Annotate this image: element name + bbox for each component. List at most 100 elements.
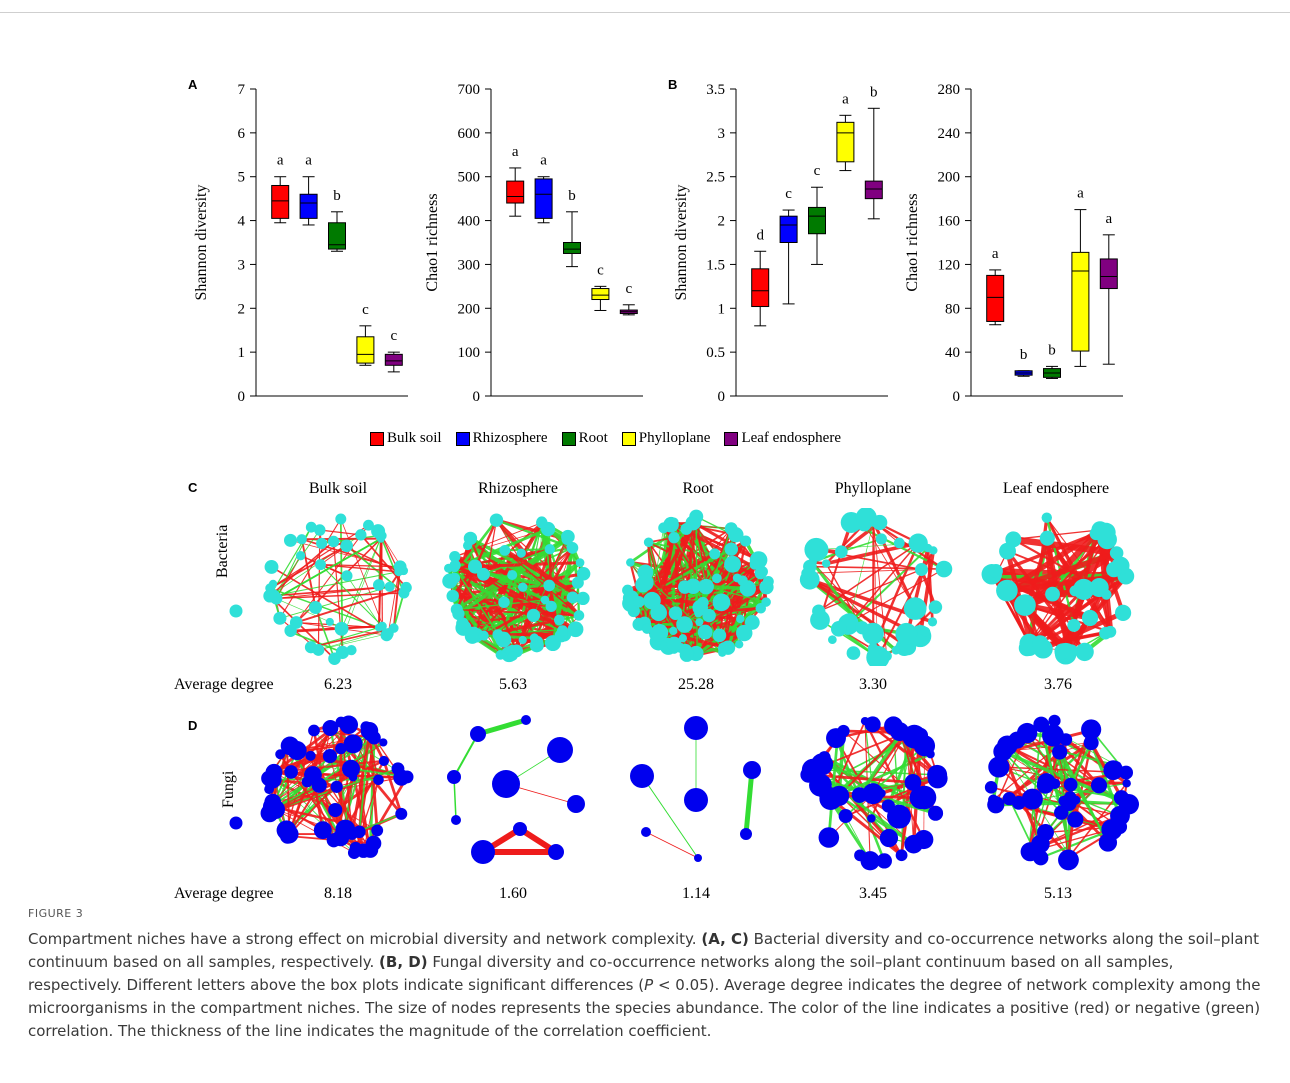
y-tick-label: 0	[473, 389, 481, 405]
node	[1021, 788, 1043, 810]
panel-letter: A	[188, 77, 198, 92]
node	[341, 570, 353, 582]
node	[335, 742, 347, 755]
negative-edge	[504, 548, 550, 552]
panel-letter-c: C	[188, 480, 198, 495]
y-tick-label: 200	[458, 301, 481, 317]
positive-edge	[483, 573, 560, 621]
positive-edge	[1024, 602, 1091, 621]
node	[489, 513, 504, 527]
node	[521, 715, 531, 725]
node	[712, 628, 727, 643]
node	[391, 762, 405, 776]
positive-edge	[269, 540, 335, 597]
node	[698, 578, 714, 595]
node	[264, 784, 275, 795]
legend-label: Bulk soil	[387, 430, 442, 446]
node	[499, 544, 511, 556]
node	[862, 783, 884, 805]
box-bulk-soil	[271, 184, 290, 219]
negative-edge	[847, 547, 929, 626]
node	[804, 537, 829, 562]
node	[1033, 850, 1049, 866]
y-tick-label: 0	[953, 389, 961, 405]
significance-letter: a	[992, 246, 999, 262]
node	[988, 756, 1010, 778]
node	[855, 621, 869, 635]
node	[678, 634, 688, 643]
node	[281, 743, 293, 755]
y-axis-label: Shannon diversity	[193, 185, 210, 301]
node	[322, 749, 338, 764]
legend-item-root: Root	[561, 430, 608, 447]
node	[669, 626, 678, 636]
node	[984, 781, 998, 794]
negative-edge	[641, 775, 699, 859]
node	[376, 534, 386, 543]
box-rhizosphere	[779, 215, 798, 243]
legend-item-leaf-endosphere: Leaf endosphere	[724, 430, 841, 447]
node	[1036, 776, 1054, 794]
y-tick-label: 3	[238, 257, 246, 273]
node	[818, 751, 831, 764]
node	[451, 815, 461, 825]
node	[314, 524, 326, 536]
node	[548, 844, 564, 860]
legend-swatch	[724, 431, 739, 446]
node	[926, 749, 935, 759]
significance-letter: c	[785, 186, 792, 202]
node	[909, 786, 933, 810]
node	[732, 573, 742, 583]
network-nodes	[799, 508, 953, 666]
positive-edge	[317, 530, 321, 650]
node	[838, 809, 853, 824]
y-axis-label: Chao1 richness	[904, 193, 921, 291]
node	[340, 539, 353, 553]
y-tick-label: 0	[238, 389, 246, 405]
node	[712, 593, 731, 612]
network-nodes	[622, 509, 774, 662]
fungi-network-rhizosphere	[447, 715, 585, 864]
node	[553, 614, 565, 626]
node	[935, 560, 953, 578]
node	[999, 542, 1016, 560]
significance-letter: c	[390, 328, 397, 344]
positive-edge	[818, 568, 922, 612]
box-bulk-soil	[986, 274, 1005, 322]
node	[348, 772, 358, 782]
network-nodes	[630, 716, 761, 862]
node	[456, 617, 469, 630]
node	[1096, 522, 1116, 543]
node	[1023, 847, 1035, 859]
node	[372, 579, 385, 591]
fungi-degree-rhizosphere: 1.60	[499, 885, 527, 902]
y-tick-label: 600	[458, 126, 481, 142]
node	[513, 822, 527, 836]
node	[630, 764, 654, 788]
node	[327, 535, 340, 548]
node	[377, 621, 387, 631]
node	[860, 716, 870, 726]
panel-letter: B	[668, 77, 677, 92]
node	[988, 564, 1003, 579]
node	[846, 646, 861, 660]
node	[1063, 777, 1078, 792]
negative-edge	[511, 548, 551, 576]
y-tick-label: 2.5	[706, 170, 725, 186]
network-nodes	[263, 513, 412, 665]
positive-edge	[872, 732, 907, 794]
node	[724, 522, 738, 536]
node	[335, 819, 356, 840]
significance-letter: a	[1105, 211, 1112, 227]
fungi-network-leaf-endosphere	[984, 714, 1140, 871]
node	[928, 805, 944, 821]
fungi-shannon-boxplot: B 0 0.5 1 1.5 2 2.5 3 3.5 Shannon diversity d c c a b	[668, 77, 888, 405]
node	[1045, 586, 1060, 602]
node	[837, 724, 850, 738]
positive-edge	[1066, 799, 1078, 859]
positive-edge	[392, 566, 402, 629]
bacteria-degree-rhizosphere: 5.63	[499, 676, 527, 693]
y-tick-label: 400	[458, 214, 481, 230]
bacteria-network-phylloplane	[799, 508, 953, 666]
negative-edge	[483, 548, 551, 576]
